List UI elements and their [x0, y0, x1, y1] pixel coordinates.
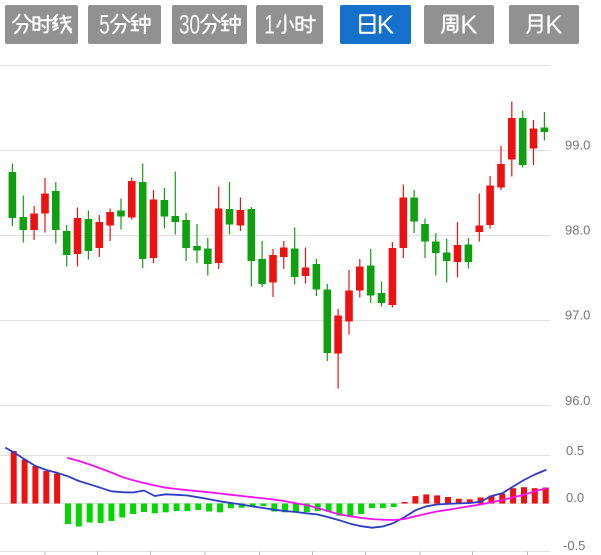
- svg-text:98.0: 98.0: [565, 223, 590, 238]
- svg-text:30: 30: [179, 9, 200, 39]
- svg-text:5: 5: [99, 9, 110, 39]
- svg-text:0.0: 0.0: [566, 490, 584, 505]
- svg-text:K: K: [545, 9, 563, 39]
- svg-text:K: K: [460, 9, 478, 39]
- svg-text:96.0: 96.0: [565, 393, 590, 408]
- svg-text:1: 1: [264, 9, 275, 39]
- svg-text:0.5: 0.5: [566, 443, 584, 458]
- svg-text:97.0: 97.0: [565, 308, 590, 323]
- svg-text:-0.5: -0.5: [563, 538, 585, 553]
- svg-text:K: K: [376, 9, 394, 39]
- svg-text:99.0: 99.0: [565, 138, 590, 153]
